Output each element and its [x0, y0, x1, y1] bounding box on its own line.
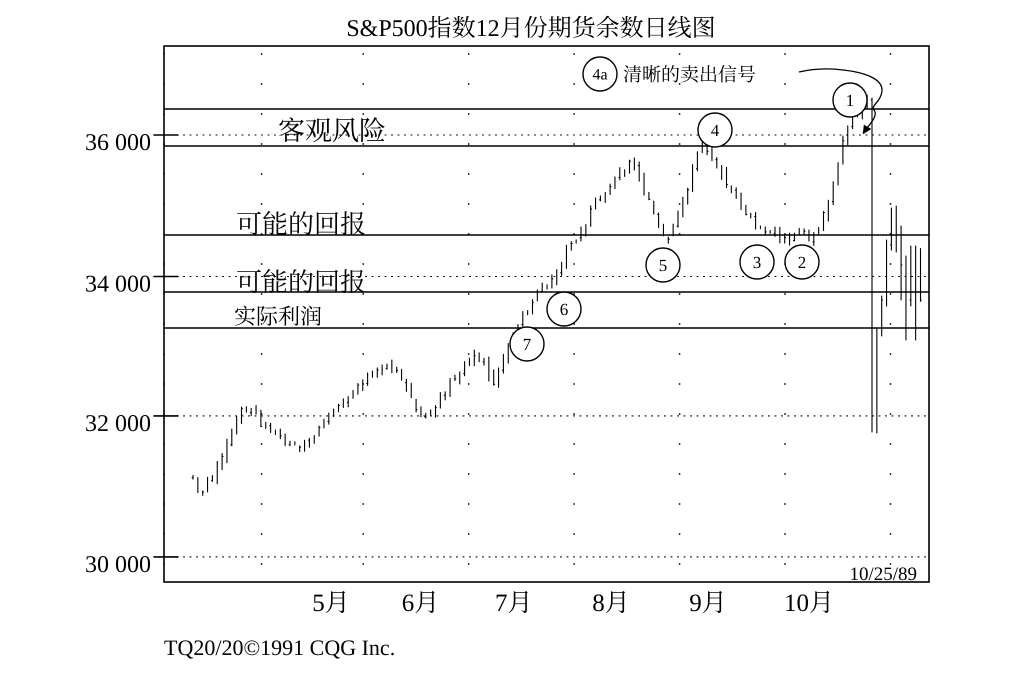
svg-text:5: 5 [659, 256, 668, 275]
svg-text:6: 6 [560, 300, 569, 319]
svg-text:8月: 8月 [592, 590, 630, 617]
svg-text:7月: 7月 [495, 590, 533, 617]
svg-text:34 000: 34 000 [85, 272, 151, 298]
svg-text:7: 7 [523, 335, 532, 354]
svg-text:10/25/89: 10/25/89 [849, 564, 917, 585]
svg-text:S&P500指数12月份期货余数日线图: S&P500指数12月份期货余数日线图 [346, 15, 715, 42]
svg-text:9月: 9月 [689, 590, 727, 617]
svg-text:可能的回报: 可能的回报 [236, 210, 366, 239]
svg-text:5月: 5月 [312, 590, 350, 617]
svg-text:2: 2 [798, 253, 807, 272]
svg-text:10月: 10月 [784, 590, 834, 617]
svg-text:36 000: 36 000 [85, 130, 151, 156]
svg-text:客观风险: 客观风险 [278, 116, 386, 146]
svg-text:30 000: 30 000 [85, 552, 151, 578]
svg-text:可能的回报: 可能的回报 [236, 268, 366, 297]
svg-text:4a: 4a [592, 67, 607, 84]
svg-text:TQ20/20©1991 CQG Inc.: TQ20/20©1991 CQG Inc. [164, 635, 395, 660]
svg-text:1: 1 [846, 91, 855, 110]
svg-text:4: 4 [711, 121, 720, 140]
svg-text:实际利润: 实际利润 [234, 304, 322, 329]
svg-text:32 000: 32 000 [85, 411, 151, 437]
svg-text:清晰的卖出信号: 清晰的卖出信号 [623, 64, 756, 86]
svg-text:6月: 6月 [402, 590, 440, 617]
svg-text:3: 3 [753, 253, 762, 272]
